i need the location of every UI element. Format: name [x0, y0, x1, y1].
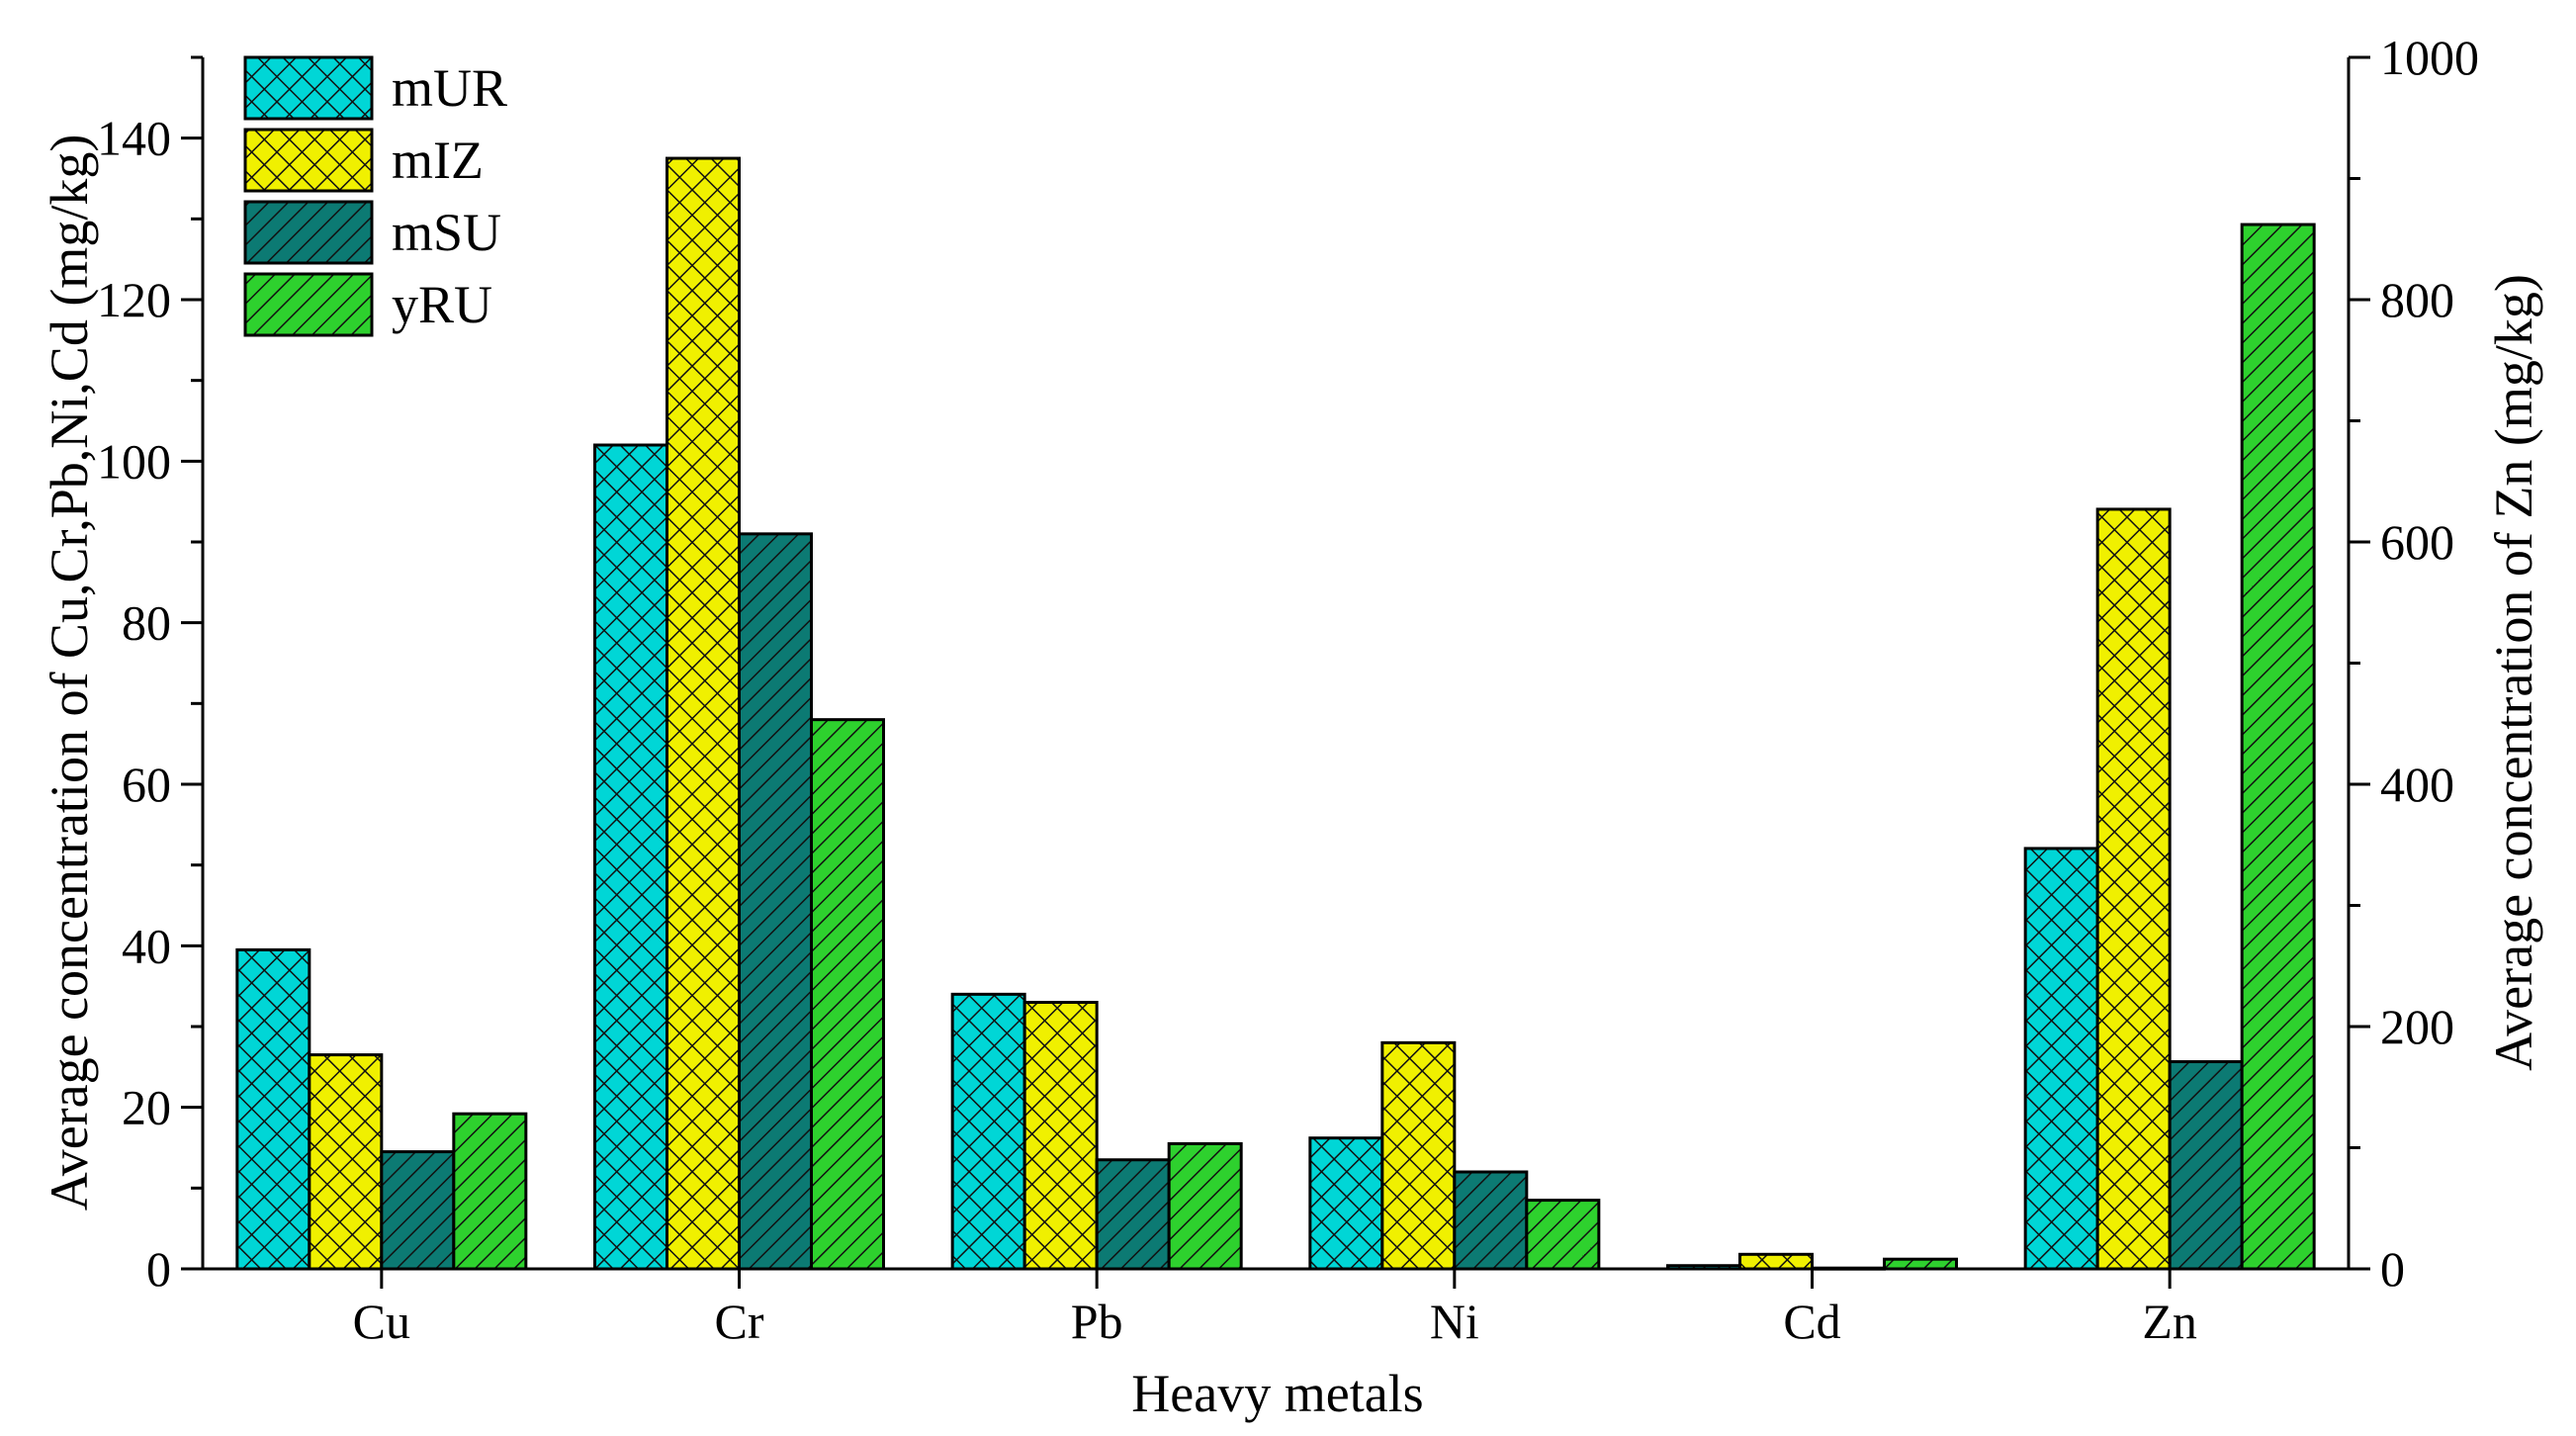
legend-swatch-pattern-yRU: [243, 272, 374, 337]
y-tick-label: 140: [97, 111, 171, 166]
x-tick-label-Cd: Cd: [1783, 1294, 1840, 1349]
bar-pattern-mIZ-Cu: [308, 1053, 384, 1271]
bar-pattern-mIZ-Zn: [2095, 507, 2172, 1271]
bar-pattern-mUR-Ni: [1308, 1136, 1384, 1271]
bar-pattern-mUR-Zn: [2023, 847, 2099, 1271]
legend: mUR mIZ mSU yRU: [243, 55, 507, 337]
bar-pattern-mSU-Zn: [2168, 1060, 2244, 1271]
x-tick-label-Zn: Zn: [2142, 1294, 2197, 1349]
legend-swatch-pattern-mSU: [243, 200, 374, 265]
y-tick-label: 20: [122, 1080, 171, 1135]
x-tick-label-Cr: Cr: [715, 1294, 764, 1349]
x-tick-label-Ni: Ni: [1430, 1294, 1479, 1349]
y2-tick-label: 200: [2380, 999, 2454, 1054]
plot-area: 0 20 40 60 80 100 120 140 0 200 400 600 800 1000 Cu Cr P…: [97, 30, 2479, 1349]
y2-tick-label: 0: [2380, 1241, 2405, 1297]
x-axis-title: Heavy metals: [1131, 1364, 1423, 1423]
y2-tick-label: 400: [2380, 757, 2454, 812]
legend-label-mUR: mUR: [392, 58, 507, 118]
bar-pattern-yRU-Pb: [1167, 1141, 1243, 1271]
bar-pattern-mUR-Pb: [950, 992, 1026, 1271]
bar-pattern-mIZ-Cd: [1738, 1252, 1814, 1271]
bar-pattern-mSU-Cr: [738, 532, 813, 1271]
y-tick-label: 120: [97, 272, 171, 327]
legend-swatch-pattern-mIZ: [243, 128, 374, 193]
bar-pattern-yRU-Cu: [452, 1112, 528, 1271]
legend-label-mIZ: mIZ: [392, 131, 484, 190]
bar-pattern-mIZ-Pb: [1022, 1001, 1099, 1271]
bar-pattern-yRU-Ni: [1525, 1199, 1601, 1271]
legend-label-mSU: mSU: [392, 203, 501, 262]
bar-pattern-mUR-Cu: [235, 947, 311, 1271]
y-axis-title: Average concentration of Cu,Cr,Pb,Ni,Cd …: [40, 135, 99, 1212]
bar-pattern-mSU-Cu: [380, 1150, 456, 1271]
bar-pattern-mSU-Ni: [1453, 1170, 1529, 1271]
y-tick-label: 60: [122, 757, 171, 812]
bar-pattern-yRU-Cr: [810, 718, 885, 1271]
y2-tick-label: 800: [2380, 272, 2454, 327]
legend-swatch-pattern-mUR: [243, 55, 374, 121]
y-tick-label: 0: [146, 1241, 171, 1297]
bar-pattern-mSU-Pb: [1095, 1158, 1171, 1271]
bar-pattern-yRU-Zn: [2240, 223, 2316, 1271]
y-tick-label: 40: [122, 918, 171, 973]
legend-label-yRU: yRU: [392, 275, 492, 334]
x-tick-label-Cu: Cu: [353, 1294, 410, 1349]
bar-pattern-mIZ-Ni: [1380, 1040, 1457, 1271]
x-tick-label-Pb: Pb: [1071, 1294, 1123, 1349]
y2-tick-label: 600: [2380, 514, 2454, 570]
y-tick-label: 80: [122, 595, 171, 651]
y-tick-label: 100: [97, 433, 171, 489]
y2-tick-label: 1000: [2380, 30, 2479, 85]
bar-pattern-mIZ-Cr: [666, 156, 741, 1271]
bar-pattern-mUR-Cr: [593, 443, 668, 1271]
y2-axis-title: Average concentration of Zn (mg/kg): [2484, 274, 2543, 1071]
